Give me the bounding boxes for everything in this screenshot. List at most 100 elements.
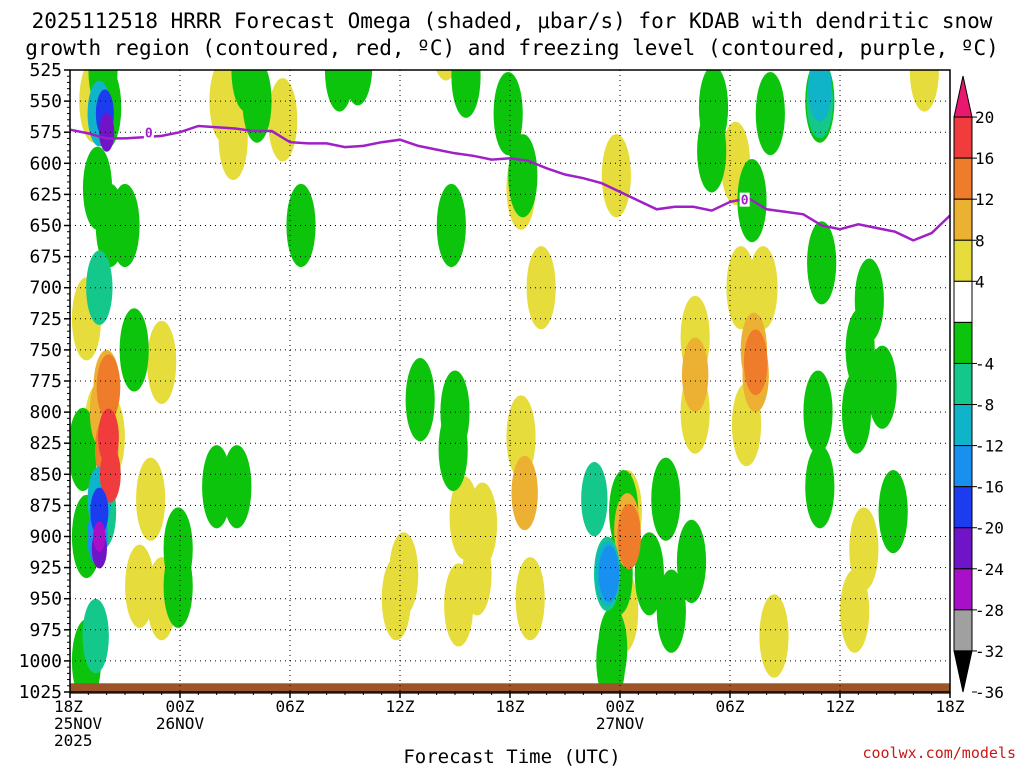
omega-cell: [444, 563, 474, 647]
omega-cell: [436, 70, 456, 81]
y-tick-label: 900: [29, 527, 62, 548]
omega-cell: [617, 503, 641, 570]
chart-title-line1: 2025112518 HRRR Forecast Omega (shaded, …: [31, 9, 993, 33]
omega-cell: [242, 70, 272, 143]
colorbar-bin: [953, 404, 973, 447]
colorbar-bin: [953, 75, 973, 118]
omega-cell: [840, 569, 870, 653]
omega-cell: [759, 594, 789, 678]
y-tick-label: 775: [29, 371, 62, 392]
colorbar-bin: [953, 321, 973, 364]
x-tick-label: 25NOV: [54, 714, 103, 733]
colorbar-bin: [953, 486, 973, 529]
omega-cell: [805, 445, 835, 529]
freezing-level-label: 0: [741, 194, 749, 209]
y-tick-label: 700: [29, 278, 62, 299]
y-tick-label: 725: [29, 309, 62, 330]
y-tick-label: 625: [29, 184, 62, 205]
omega-cell: [651, 457, 681, 541]
omega-cell: [90, 487, 109, 536]
y-tick-label: 1000: [19, 651, 62, 672]
y-tick-label: 750: [29, 340, 62, 361]
y-tick-label: 550: [29, 91, 62, 112]
y-tick-label: 600: [29, 153, 62, 174]
x-tick-label: 18Z: [936, 697, 965, 716]
freezing-level-label: 0: [145, 126, 153, 141]
omega-cell: [726, 246, 756, 330]
omega-cell: [808, 70, 832, 122]
x-axis-label: Forecast Time (UTC): [403, 746, 621, 768]
colorbar-label: -8: [975, 396, 994, 415]
omega-cell: [755, 71, 785, 156]
y-tick-label: 825: [29, 433, 62, 454]
x-tick-label: 06Z: [276, 697, 305, 716]
colorbar-bin: [953, 527, 973, 570]
omega-cell: [147, 320, 177, 404]
y-tick-label: 525: [29, 60, 62, 81]
omega-shading: [70, 70, 939, 692]
omega-cell: [508, 134, 538, 218]
colorbar-bin: [953, 609, 973, 652]
omega-cell: [70, 407, 98, 492]
chart-title-line2: growth region (contoured, red, ºC) and f…: [25, 36, 999, 60]
omega-cell: [743, 329, 768, 396]
colorbar-label: -36: [975, 683, 1004, 702]
y-tick-label: 675: [29, 247, 62, 268]
omega-cell: [634, 532, 664, 616]
omega-cell: [656, 569, 686, 653]
colorbar-bin: [953, 280, 973, 323]
omega-cell: [86, 250, 113, 325]
omega-cell: [119, 308, 149, 392]
x-tick-label: 18Z: [496, 697, 525, 716]
omega-cell: [511, 455, 538, 531]
omega-cell: [163, 544, 193, 628]
y-tick-label: 1025: [19, 682, 62, 703]
y-tick-label: 575: [29, 122, 62, 143]
omega-cell: [909, 70, 939, 112]
omega-cell: [99, 112, 115, 152]
colorbar-label: -4: [975, 354, 994, 373]
colorbar-label: -16: [975, 478, 1004, 497]
colorbar-bin: [953, 650, 973, 693]
omega-cell: [93, 521, 106, 552]
colorbar-bin: [953, 362, 973, 406]
omega-cell: [867, 345, 897, 429]
y-tick-label: 950: [29, 589, 62, 610]
omega-cell: [202, 445, 232, 529]
colorbar-bin: [953, 445, 973, 488]
omega-cell: [343, 70, 373, 106]
y-tick-label: 650: [29, 216, 62, 237]
x-tick-label: 18Z: [54, 697, 83, 716]
omega-cell: [748, 246, 778, 330]
omega-cell: [222, 445, 252, 529]
omega-cell: [849, 507, 879, 591]
x-tick-label: 00Z: [166, 697, 195, 716]
omega-cell: [389, 532, 419, 616]
y-tick-label: 925: [29, 558, 62, 579]
colorbar-label: 20: [975, 108, 994, 127]
site-credit[interactable]: coolwx.com/models: [862, 744, 1016, 762]
x-tick-label: 27NOV: [596, 714, 645, 733]
omega-cell: [681, 337, 709, 412]
omega-cell: [438, 407, 468, 492]
x-tick-label: 12Z: [826, 697, 855, 716]
y-tick-label: 975: [29, 620, 62, 641]
x-tick-label: 26NOV: [156, 714, 205, 733]
omega-cell: [596, 619, 626, 692]
freezing-label-bg: [739, 192, 750, 207]
omega-cell: [581, 461, 608, 537]
colorbar-label: 8: [975, 231, 985, 250]
omega-cell: [82, 598, 109, 674]
omega-cell: [467, 482, 498, 566]
colorbar-label: -24: [975, 560, 1004, 579]
omega-cell: [268, 78, 298, 162]
omega-cell: [136, 457, 166, 541]
y-tick-label: 875: [29, 495, 62, 516]
colorbar-bin: [953, 568, 973, 611]
omega-cell: [598, 545, 620, 603]
omega-cell: [601, 134, 631, 218]
colorbar-label: 12: [975, 190, 994, 209]
freezing-level-line: [69, 124, 951, 242]
omega-cell: [807, 221, 837, 305]
